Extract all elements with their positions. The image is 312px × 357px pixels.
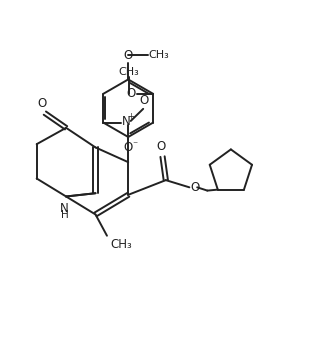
Text: O: O xyxy=(156,140,166,153)
Text: CH₃: CH₃ xyxy=(110,238,132,251)
Text: O: O xyxy=(37,97,46,111)
Text: O: O xyxy=(191,181,200,194)
Text: ⁻: ⁻ xyxy=(132,140,138,150)
Text: H: H xyxy=(61,210,68,220)
Text: O: O xyxy=(140,94,149,107)
Text: CH₃: CH₃ xyxy=(118,67,139,77)
Text: +: + xyxy=(127,112,134,121)
Text: O: O xyxy=(124,49,133,62)
Text: N: N xyxy=(60,202,69,215)
Text: N: N xyxy=(122,115,131,128)
Text: O: O xyxy=(124,141,133,154)
Text: O: O xyxy=(127,87,136,100)
Text: CH₃: CH₃ xyxy=(149,50,169,60)
